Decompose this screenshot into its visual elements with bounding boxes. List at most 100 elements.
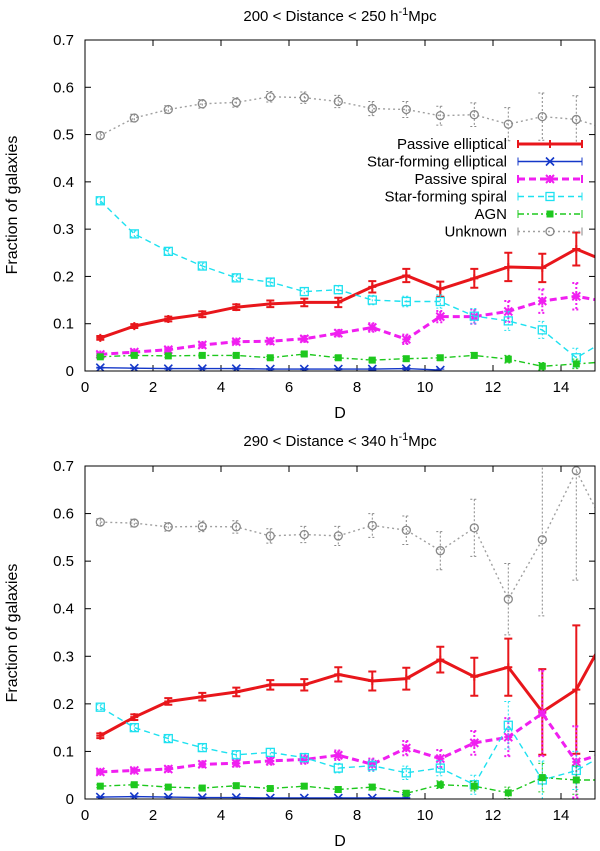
passive-spiral-error-bar xyxy=(402,739,411,757)
unknown-error-bar xyxy=(300,525,309,544)
passive-elliptical-point xyxy=(470,672,479,681)
unknown-error-bar xyxy=(402,515,411,545)
star-forming-spiral-point xyxy=(401,296,411,307)
agn-point xyxy=(96,353,104,361)
x-tick-label: 6 xyxy=(285,379,293,396)
star-forming-spiral-point xyxy=(231,750,241,760)
star-forming-spiral-point xyxy=(299,752,309,763)
passive-elliptical-point xyxy=(232,303,241,312)
passive-spiral-point xyxy=(401,334,412,345)
passive-elliptical-point xyxy=(96,731,105,740)
passive-elliptical-point xyxy=(164,697,173,706)
y-tick-label: 0.2 xyxy=(53,696,74,713)
passive-elliptical-line xyxy=(99,652,595,738)
passive-spiral-point xyxy=(265,336,276,346)
star-forming-spiral-point xyxy=(163,733,173,744)
star-forming-elliptical-point xyxy=(231,364,241,371)
x-tick-label: 6 xyxy=(285,807,293,824)
unknown-error-bar xyxy=(504,563,513,636)
star-forming-elliptical-point xyxy=(299,364,309,371)
star-forming-spiral-point xyxy=(129,229,139,239)
y-tick-label: 0 xyxy=(66,363,74,380)
top-chart-title: 200 < Distance < 250 h-1Mpc xyxy=(243,6,437,25)
series-star-forming-elliptical xyxy=(95,792,411,799)
agn-point xyxy=(504,789,512,797)
passive-spiral-point xyxy=(299,334,310,344)
agn-point xyxy=(232,782,240,790)
star-forming-spiral-line xyxy=(99,200,595,359)
star-forming-elliptical-point xyxy=(401,364,411,371)
legend-errorbar-cap xyxy=(517,140,583,148)
y-tick-label: 0.4 xyxy=(53,174,74,191)
star-forming-spiral-point xyxy=(129,722,139,733)
star-forming-spiral-point xyxy=(95,196,105,206)
unknown-error-bar xyxy=(368,100,377,117)
agn-point xyxy=(164,352,172,360)
legend-label: Star-forming spiral xyxy=(384,189,507,206)
passive-elliptical-point xyxy=(436,285,445,294)
agn-point xyxy=(300,350,308,358)
agn-point xyxy=(572,776,580,784)
x-tick-label: 2 xyxy=(149,379,157,396)
unknown-error-bar xyxy=(334,94,343,109)
y-tick-label: 0.7 xyxy=(53,32,74,49)
star-forming-elliptical-point xyxy=(299,793,309,799)
agn-error-bar xyxy=(572,765,581,795)
agn-point xyxy=(436,354,444,362)
star-forming-spiral-error-bar xyxy=(164,735,173,742)
legend-entry-passive-spiral: Passive spiral xyxy=(414,171,583,188)
unknown-point xyxy=(333,531,343,541)
star-forming-spiral-point xyxy=(333,763,343,773)
passive-elliptical-point xyxy=(130,322,139,331)
series-agn xyxy=(96,350,595,371)
star-forming-elliptical-point xyxy=(163,364,173,371)
passive-elliptical-point xyxy=(334,298,343,307)
passive-elliptical-point xyxy=(198,692,207,701)
unknown-point xyxy=(435,546,445,556)
passive-spiral-point xyxy=(571,291,582,301)
unknown-point xyxy=(163,104,173,115)
star-forming-spiral-error-bar xyxy=(504,700,513,750)
bottom-x-axis-label: D xyxy=(334,833,346,850)
legend-errorbar-cap xyxy=(517,210,583,218)
passive-elliptical-point xyxy=(164,314,173,323)
passive-elliptical-point xyxy=(402,271,411,280)
passive-elliptical-point xyxy=(198,310,207,319)
passive-elliptical-point xyxy=(572,245,581,254)
star-forming-spiral-point xyxy=(367,761,377,771)
star-forming-spiral-point xyxy=(197,742,207,753)
x-tick-label: 8 xyxy=(353,807,361,824)
star-forming-spiral-error-bar xyxy=(572,750,581,790)
legend-marker xyxy=(545,191,555,202)
legend-marker xyxy=(545,226,555,237)
bottom-panel: 290 < Distance < 340 h-1Mpc Fraction of … xyxy=(4,431,596,850)
agn-point xyxy=(96,782,104,790)
legend-marker xyxy=(546,140,554,148)
y-tick-label: 0.3 xyxy=(53,221,74,238)
unknown-point xyxy=(401,525,411,535)
passive-elliptical-point xyxy=(300,680,309,689)
passive-spiral-point xyxy=(435,311,446,322)
star-forming-elliptical-point xyxy=(163,792,173,799)
unknown-line xyxy=(99,95,595,137)
x-tick-label: 4 xyxy=(217,807,225,824)
unknown-point xyxy=(469,110,479,120)
star-forming-elliptical-point xyxy=(95,792,105,799)
legend-entry-star-forming-spiral: Star-forming spiral xyxy=(384,189,583,206)
y-tick-label: 0.5 xyxy=(53,127,74,144)
passive-spiral-point xyxy=(231,336,242,347)
unknown-point xyxy=(231,522,241,532)
unknown-point xyxy=(537,111,547,122)
agn-point xyxy=(300,782,308,790)
unknown-error-bar xyxy=(470,102,479,128)
top-x-axis-label: D xyxy=(334,405,346,422)
unknown-point xyxy=(333,96,343,107)
legend-entry-passive-elliptical: Passive elliptical xyxy=(397,136,583,153)
unknown-point xyxy=(571,114,581,125)
legend-label: Passive spiral xyxy=(414,171,507,188)
passive-spiral-point xyxy=(299,754,310,765)
unknown-point xyxy=(299,93,309,103)
passive-elliptical-point xyxy=(232,687,241,696)
star-forming-elliptical-line xyxy=(100,795,407,799)
y-tick-label: 0.2 xyxy=(53,268,74,285)
